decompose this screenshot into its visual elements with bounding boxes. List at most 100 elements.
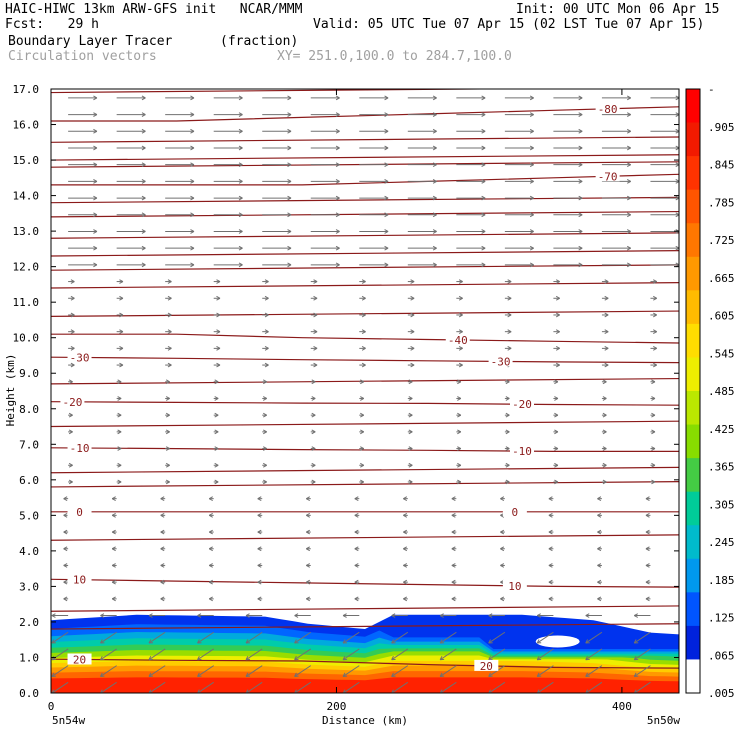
circulation-vector bbox=[391, 681, 409, 693]
circulation-vector-head bbox=[361, 346, 366, 351]
circulation-vector-head bbox=[554, 379, 559, 385]
circulation-vector-head bbox=[216, 295, 221, 301]
circulation-vector-head bbox=[238, 95, 243, 101]
circulation-vector-head bbox=[626, 162, 631, 168]
circulation-vector-head bbox=[354, 563, 359, 568]
circulation-vector-head bbox=[214, 379, 219, 385]
circulation-vector-head bbox=[257, 563, 262, 568]
circulation-vector-head bbox=[391, 639, 396, 644]
endpoint-left: 5n54w bbox=[52, 714, 85, 727]
circulation-vector-head bbox=[306, 546, 311, 552]
circulation-vector bbox=[100, 648, 117, 661]
circulation-vector-head bbox=[439, 655, 445, 661]
isotherm-label: 0 bbox=[76, 506, 83, 519]
circulation-vector-head bbox=[93, 162, 98, 168]
circulation-vector-head bbox=[633, 655, 639, 661]
circulation-vector-head bbox=[408, 479, 413, 485]
circulation-vector-head bbox=[645, 512, 650, 518]
circulation-vector-head bbox=[653, 312, 657, 318]
circulation-vector-head bbox=[190, 112, 195, 117]
circulation-vector bbox=[633, 648, 651, 661]
circulation-vector-head bbox=[432, 128, 437, 134]
circulation-vector-head bbox=[141, 162, 146, 168]
circulation-vector-head bbox=[119, 346, 124, 351]
isotherm-line bbox=[51, 658, 679, 669]
circulation-vector-head bbox=[578, 112, 583, 117]
circulation-vector-head bbox=[287, 162, 292, 168]
circulation-vector-head bbox=[403, 563, 408, 568]
circulation-vector bbox=[148, 648, 166, 661]
circulation-vector-head bbox=[141, 95, 146, 101]
circulation-vector bbox=[633, 681, 651, 693]
circulation-vector-head bbox=[68, 379, 73, 385]
circulation-vector-head bbox=[555, 295, 560, 301]
circulation-vector bbox=[488, 681, 506, 693]
circulation-vector-head bbox=[481, 179, 486, 184]
circulation-vector-head bbox=[360, 412, 365, 418]
isotherm-label-bg bbox=[474, 659, 499, 671]
circulation-vector-head bbox=[645, 579, 650, 585]
circulation-vector-head bbox=[160, 596, 165, 602]
isotherm-line bbox=[51, 481, 679, 488]
circulation-vector-head bbox=[555, 279, 560, 284]
isotherm-label: -30 bbox=[70, 351, 90, 364]
colorbar-label: .245 bbox=[708, 536, 735, 549]
circulation-vector-head bbox=[578, 212, 583, 218]
circulation-vector-head bbox=[458, 362, 463, 368]
circulation-vector-head bbox=[384, 195, 389, 201]
isotherm-line bbox=[51, 605, 679, 612]
circulation-vector-head bbox=[68, 479, 73, 485]
isotherm-label-bg bbox=[502, 579, 527, 591]
circulation-vector-head bbox=[311, 379, 316, 385]
circulation-vector-head bbox=[257, 529, 262, 535]
circulation-vector-head bbox=[354, 546, 359, 552]
circulation-vector-head bbox=[451, 563, 456, 568]
circulation-vector-head bbox=[93, 95, 98, 101]
circulation-vector-head bbox=[342, 639, 348, 644]
colorbar-label: .845 bbox=[708, 159, 735, 172]
circulation-vector-head bbox=[597, 546, 602, 552]
circulation-vector-head bbox=[51, 639, 56, 644]
circulation-vector-head bbox=[626, 145, 631, 151]
circulation-vector-head bbox=[488, 672, 493, 677]
circulation-vector-head bbox=[403, 496, 408, 502]
circulation-vector-head bbox=[100, 639, 105, 644]
circulation-vector-head bbox=[507, 295, 512, 301]
colorbar-swatch bbox=[686, 491, 700, 526]
circulation-vector-head bbox=[361, 279, 366, 284]
circulation-vector-head bbox=[548, 579, 553, 585]
isotherm-label-bg bbox=[60, 395, 85, 407]
circulation-vector-head bbox=[500, 496, 505, 502]
circulation-vector-head bbox=[457, 446, 462, 451]
isotherm-label-bg bbox=[67, 653, 92, 665]
circulation-vector-head bbox=[403, 579, 408, 585]
circulation-vector-head bbox=[119, 279, 124, 284]
circulation-vector-head bbox=[457, 412, 462, 418]
circulation-vector-head bbox=[93, 179, 98, 184]
colorbar-swatch bbox=[686, 592, 700, 627]
circulation-vector-head bbox=[165, 446, 170, 451]
circulation-vector bbox=[585, 665, 603, 677]
y-tick-label: 17.0 bbox=[13, 83, 40, 96]
circulation-vector-head bbox=[70, 346, 75, 351]
colorbar-swatch bbox=[686, 458, 700, 493]
circulation-vector-head bbox=[264, 312, 269, 318]
circulation-vector-head bbox=[653, 329, 657, 335]
circulation-vector-head bbox=[408, 446, 413, 451]
isotherm-label-bg bbox=[67, 505, 92, 517]
circulation-vector-head bbox=[70, 312, 75, 318]
colorbar-label: .065 bbox=[708, 649, 735, 662]
circulation-vector-head bbox=[602, 379, 607, 385]
circulation-vector-head bbox=[554, 462, 559, 468]
circulation-vector-head bbox=[554, 479, 559, 485]
circulation-vector-head bbox=[529, 95, 534, 101]
circulation-vector-head bbox=[529, 245, 534, 251]
circulation-vector-head bbox=[216, 279, 221, 284]
circulation-vector bbox=[245, 648, 263, 661]
circulation-vector-head bbox=[335, 145, 340, 151]
circulation-vector-head bbox=[335, 212, 340, 218]
isotherm-label-bg bbox=[67, 351, 92, 363]
isotherm-label: 10 bbox=[73, 574, 86, 587]
circulation-vector-head bbox=[264, 295, 269, 301]
circulation-vector-head bbox=[645, 546, 650, 552]
